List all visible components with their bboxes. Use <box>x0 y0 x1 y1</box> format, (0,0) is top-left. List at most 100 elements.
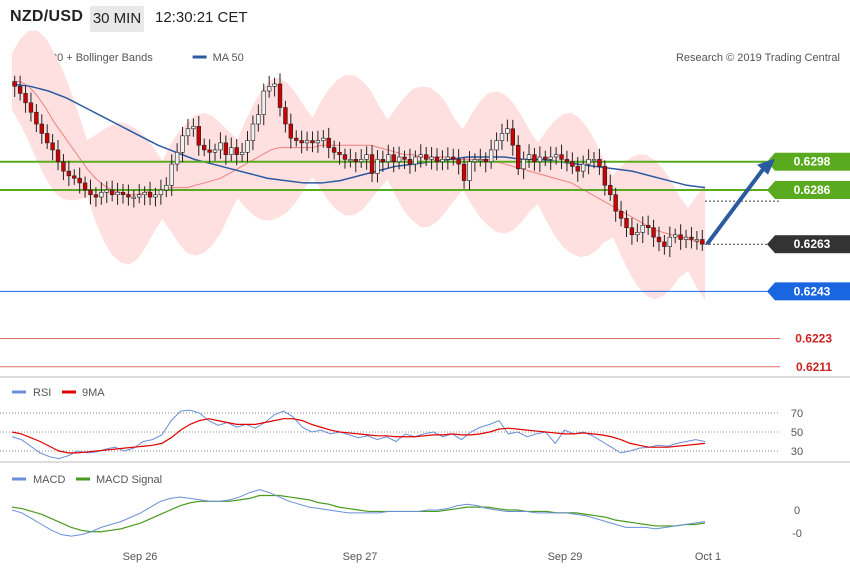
candle-body-32 <box>185 128 191 137</box>
legend-label-1: MA 50 <box>213 52 244 64</box>
candle-body-79 <box>440 159 445 163</box>
candle-body-39 <box>223 142 229 155</box>
candle-body-66 <box>369 154 375 174</box>
candle-body-55 <box>310 140 315 144</box>
level-label-0.6211: 0.6211 <box>796 360 832 374</box>
candle-body-12 <box>77 177 82 184</box>
candle-body-36 <box>207 149 212 153</box>
candle-body-115 <box>635 232 640 236</box>
candle-body-22 <box>131 196 137 199</box>
bollinger-band-area <box>12 30 705 300</box>
candle-body-102 <box>564 159 570 163</box>
macd-tick-1: -0 <box>792 528 802 540</box>
candle-body-114 <box>629 227 635 236</box>
level-badge-0.6263 <box>775 235 850 254</box>
candle-body-58 <box>326 137 331 148</box>
candle-body-68 <box>380 159 386 163</box>
candle-body-84 <box>467 161 472 181</box>
candle-body-19 <box>115 192 120 196</box>
copyright-text: Research © 2019 Trading Central <box>676 52 840 64</box>
chart-header: NZD/USD 30 MIN 12:30:21 CET <box>0 0 850 38</box>
candle-body-112 <box>618 210 624 219</box>
candle-body-38 <box>218 142 223 151</box>
candle-body-97 <box>537 156 543 163</box>
level-badge-tip-0.6263 <box>767 235 775 254</box>
candle-body-52 <box>294 137 299 141</box>
level-badge-0.6298 <box>775 152 850 171</box>
candle-body-107 <box>591 159 597 162</box>
candle-body-26 <box>153 194 158 198</box>
candle-body-44 <box>250 123 256 141</box>
forecast-arrow-line <box>705 165 767 246</box>
candle-body-4 <box>34 111 39 125</box>
candle-body-78 <box>434 156 440 163</box>
candle-body-30 <box>174 151 180 165</box>
candle-body-109 <box>602 166 608 186</box>
rsi-tick-50: 50 <box>791 427 803 439</box>
candle-body-83 <box>461 163 467 181</box>
candle-body-85 <box>472 159 478 163</box>
candle-body-113 <box>624 217 629 229</box>
candle-body-99 <box>548 156 553 160</box>
level-label-0.6263: 0.6263 <box>794 237 831 251</box>
candle-body-18 <box>109 189 115 196</box>
candle-body-43 <box>245 140 250 153</box>
candle-body-106 <box>586 159 591 165</box>
candle-body-2 <box>23 93 28 104</box>
rsi-tick-70: 70 <box>791 408 803 420</box>
currency-pair: NZD/USD <box>10 8 84 25</box>
candle-body-57 <box>321 137 326 141</box>
candle-body-95 <box>526 154 532 160</box>
candle-body-69 <box>386 154 391 163</box>
candle-body-111 <box>613 194 618 212</box>
candle-body-31 <box>180 135 185 153</box>
candle-body-16 <box>99 192 104 198</box>
level-label-0.6286: 0.6286 <box>794 183 831 197</box>
candle-body-56 <box>315 140 321 144</box>
candle-body-14 <box>88 189 93 196</box>
candle-body-60 <box>337 151 342 155</box>
candle-body-89 <box>494 140 499 151</box>
candle-body-98 <box>543 156 548 160</box>
candle-body-13 <box>82 182 88 191</box>
candle-body-54 <box>304 140 310 144</box>
candle-body-29 <box>169 163 174 186</box>
candle-body-126 <box>694 239 700 242</box>
level-badge-0.6243 <box>775 282 850 301</box>
candle-body-7 <box>50 142 55 151</box>
level-label-0.6298: 0.6298 <box>794 155 831 169</box>
candle-body-59 <box>331 147 337 153</box>
candle-body-87 <box>483 159 488 163</box>
candle-body-94 <box>521 159 526 170</box>
candle-body-124 <box>683 236 689 240</box>
macd-line <box>11 489 706 537</box>
candle-body-120 <box>662 241 667 247</box>
candle-body-116 <box>640 225 645 233</box>
x-axis-label-0: Sep 26 <box>123 551 158 563</box>
candle-body-118 <box>651 227 656 238</box>
candle-body-0 <box>12 81 17 87</box>
macd-tick-0: 0 <box>794 505 800 517</box>
rsi-ma-legend-label: 9MA <box>82 387 105 399</box>
candle-body-93 <box>516 144 521 170</box>
candle-body-51 <box>288 123 294 139</box>
candle-body-10 <box>66 170 72 177</box>
x-axis-label-1: Sep 27 <box>343 551 378 563</box>
candle-body-123 <box>678 234 683 240</box>
candle-body-1 <box>17 86 23 94</box>
candle-body-76 <box>423 154 429 160</box>
ma20-line <box>12 81 705 243</box>
candle-body-74 <box>413 156 418 165</box>
timeframe-badge[interactable]: 30 MIN <box>90 6 144 32</box>
macd-legend-label: MACD <box>33 474 65 486</box>
candle-body-49 <box>277 83 283 108</box>
candle-body-110 <box>608 184 613 196</box>
macd-signal-line <box>11 494 706 533</box>
candle-body-61 <box>342 154 348 160</box>
ma50-line <box>11 83 706 189</box>
candle-body-50 <box>283 107 288 125</box>
candle-body-108 <box>597 159 602 167</box>
rsi-ma-line <box>11 418 706 454</box>
candle-body-33 <box>191 126 196 130</box>
